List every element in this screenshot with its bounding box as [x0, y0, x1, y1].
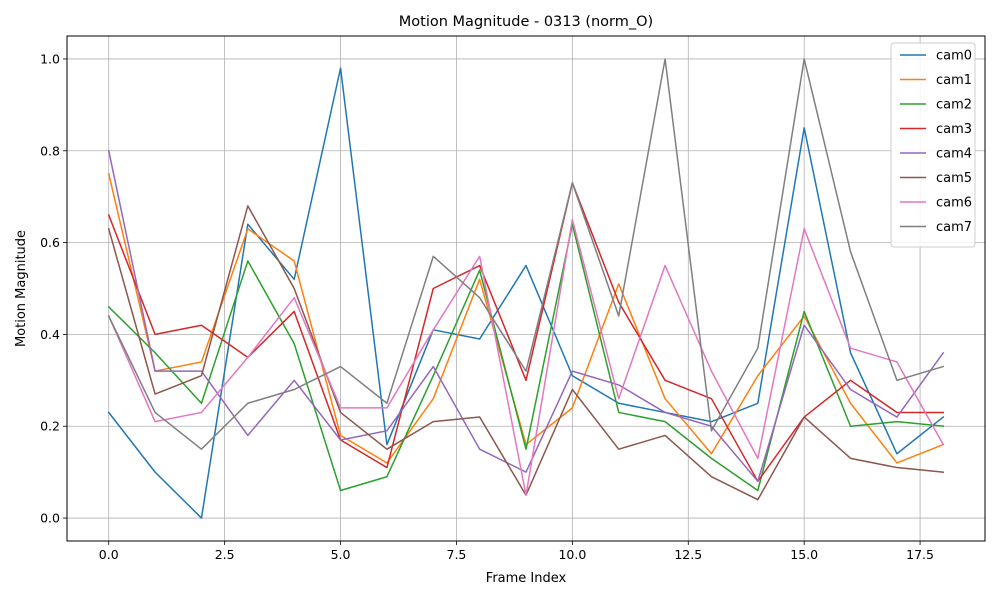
plot-area-frame — [66, 35, 986, 542]
x-axis-label: Frame Index — [486, 571, 567, 586]
y-tick-label: 1.0 — [40, 51, 60, 66]
series-line-cam2 — [107, 223, 945, 492]
legend-label-cam3: cam3 — [936, 122, 972, 137]
grid-lines — [67, 36, 985, 541]
legend-label-cam1: cam1 — [936, 73, 972, 88]
x-tick-label: 15.0 — [790, 547, 818, 562]
y-tick-label: 0.8 — [40, 143, 60, 158]
y-tick-label: 0.0 — [40, 511, 60, 526]
x-tick-label: 12.5 — [674, 547, 702, 562]
x-tick-label: 5.0 — [331, 547, 351, 562]
legend-label-cam0: cam0 — [936, 49, 972, 64]
axis-ticks: 0.0 2.5 5.0 7.5 10.0 12.5 15.0 17.5 0.0 0.2 0.4 0.6… — [40, 51, 934, 562]
x-tick-label: 10.0 — [558, 547, 586, 562]
legend-label-cam7: cam7 — [936, 220, 972, 235]
y-axis-label: Motion Magnitude — [14, 230, 29, 347]
series-line-cam4 — [107, 149, 945, 483]
x-tick-label: 0.0 — [99, 547, 119, 562]
chart-title: Motion Magnitude - 0313 (norm_O) — [399, 14, 653, 30]
data-series — [107, 58, 945, 519]
legend-box — [890, 42, 976, 248]
x-tick-label: 7.5 — [447, 547, 467, 562]
x-tick-label: 17.5 — [906, 547, 934, 562]
legend: cam0 cam1 cam2 cam3 cam4 cam5 cam6 cam7 — [890, 42, 976, 248]
series-line-cam6 — [107, 218, 945, 496]
series-line-cam1 — [107, 172, 945, 464]
x-tick-label: 2.5 — [215, 547, 235, 562]
legend-label-cam5: cam5 — [936, 171, 972, 186]
y-tick-label: 0.4 — [40, 327, 60, 342]
y-tick-label: 0.6 — [40, 235, 60, 250]
legend-label-cam2: cam2 — [936, 98, 972, 113]
legend-label-cam4: cam4 — [936, 147, 972, 162]
legend-label-cam6: cam6 — [936, 196, 972, 211]
series-line-cam7 — [107, 58, 945, 450]
y-tick-label: 0.2 — [40, 419, 60, 434]
series-line-cam0 — [107, 67, 945, 519]
